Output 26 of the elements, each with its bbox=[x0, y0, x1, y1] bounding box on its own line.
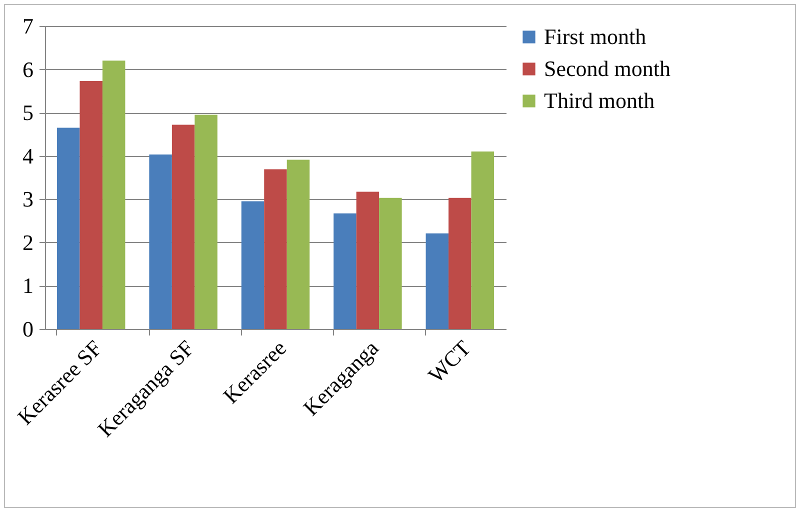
bar bbox=[56, 128, 80, 329]
bar bbox=[426, 233, 449, 329]
bar bbox=[264, 169, 287, 329]
y-tick-label: 7 bbox=[22, 14, 34, 38]
y-tick-label: 5 bbox=[22, 100, 34, 126]
bar bbox=[356, 192, 380, 329]
bar bbox=[448, 198, 472, 329]
bar bbox=[334, 213, 356, 329]
y-tick-label: 6 bbox=[22, 56, 34, 82]
y-tick-label: 1 bbox=[22, 273, 34, 298]
bar bbox=[149, 154, 172, 329]
bar bbox=[80, 80, 102, 329]
bar bbox=[286, 160, 310, 329]
y-tick-label: 2 bbox=[22, 230, 34, 255]
bar bbox=[102, 60, 126, 329]
legend-label: First month bbox=[544, 24, 646, 49]
bar bbox=[172, 124, 195, 329]
y-tick-label: 0 bbox=[22, 316, 34, 342]
legend-label: Third month bbox=[544, 88, 655, 113]
bar bbox=[241, 201, 264, 329]
bar bbox=[379, 198, 402, 329]
bar bbox=[471, 152, 494, 329]
bar bbox=[194, 114, 218, 329]
y-tick-label: 4 bbox=[22, 143, 34, 168]
y-tick-label: 3 bbox=[22, 186, 34, 212]
legend-label: Second month bbox=[544, 56, 670, 81]
